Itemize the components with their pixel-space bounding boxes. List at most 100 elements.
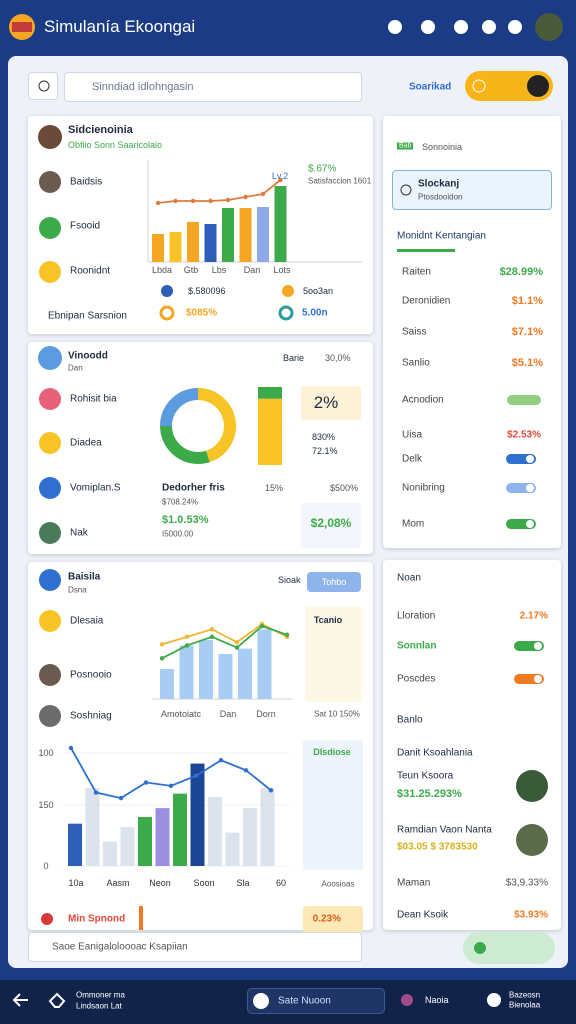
button-icon xyxy=(472,79,486,93)
nav-search-label[interactable]: Sate Nuoon xyxy=(278,995,331,1007)
menu-icon xyxy=(39,477,61,499)
menu-item[interactable]: Baidsis xyxy=(70,176,103,188)
x-tick-label: Soon xyxy=(193,878,215,888)
item-subtitle: Ptosdooidon xyxy=(418,192,463,202)
pct: 15% xyxy=(265,483,284,493)
card-subtitle: Obfiio Sonn Saaricolaio xyxy=(68,140,163,150)
side-panel xyxy=(305,607,362,702)
menu-icon xyxy=(39,432,61,454)
x-tick-label: Lots xyxy=(273,265,291,275)
avatar xyxy=(38,346,62,370)
chip-label[interactable]: Tohbo xyxy=(321,577,347,587)
chip[interactable] xyxy=(307,572,361,592)
section-underline xyxy=(397,249,455,252)
menu-icon xyxy=(39,217,61,239)
item-title[interactable]: Slockanj xyxy=(418,178,460,190)
card-title: Vinoodd xyxy=(68,350,108,362)
x-tick-label: 10a xyxy=(68,878,84,888)
x-tick-label: Amotoiatc xyxy=(160,709,202,719)
nav-icon xyxy=(487,993,501,1007)
promo-icon xyxy=(41,913,53,925)
menu-icon xyxy=(39,388,61,410)
undefined: Simulanía Ekoongai xyxy=(44,17,196,36)
line-point xyxy=(225,197,231,203)
menu-item[interactable]: Nak xyxy=(70,527,88,539)
icon xyxy=(12,22,32,32)
toggle-label: Uisa xyxy=(402,429,423,441)
row-value: $5.1% xyxy=(511,357,543,369)
filter[interactable]: Sioak xyxy=(278,575,301,585)
badge: Bab xyxy=(397,142,414,150)
bar xyxy=(179,645,194,699)
y-tick-label: 0 xyxy=(43,861,49,871)
menu-item[interactable]: Dlesaia xyxy=(70,615,104,627)
bar xyxy=(187,222,199,262)
line-point xyxy=(190,198,196,204)
avatar xyxy=(535,13,563,41)
nav-back xyxy=(12,993,28,1007)
menu-item[interactable]: Rohisit bia xyxy=(70,393,117,405)
bar xyxy=(222,208,234,262)
menu-item[interactable]: Diadea xyxy=(70,437,102,449)
filter-value: 30,0% xyxy=(325,353,351,363)
legend-icon xyxy=(282,285,294,297)
highlight-value: 2% xyxy=(313,393,339,412)
bar xyxy=(204,224,217,262)
bar xyxy=(225,832,240,866)
side-title: Tcanio xyxy=(313,615,343,625)
overview-card xyxy=(28,116,373,334)
line-point xyxy=(168,783,174,789)
ref: $500% xyxy=(330,483,359,493)
menu-item[interactable]: Roonidnt xyxy=(70,265,111,277)
line-point xyxy=(143,780,149,785)
person-value: $31.25.293% xyxy=(397,788,462,800)
search-input[interactable] xyxy=(64,72,362,102)
row-label: Raiten xyxy=(402,266,431,278)
selected-item[interactable] xyxy=(392,170,552,210)
line-point xyxy=(208,198,213,204)
nav-label[interactable]: Naoia xyxy=(425,995,449,1005)
row-label: Saiss xyxy=(402,326,427,338)
menu-item[interactable]: Posnooio xyxy=(70,669,112,681)
bar xyxy=(239,208,252,262)
row-label: Deronidien xyxy=(402,295,451,307)
x-tick-label: Aasm xyxy=(106,878,130,888)
line-point xyxy=(209,627,215,632)
header-icon xyxy=(388,20,402,34)
search-icon-box xyxy=(28,72,58,100)
line-point xyxy=(259,623,265,629)
x-tick-label: Dan xyxy=(219,709,237,719)
bar xyxy=(238,648,252,699)
nav-search[interactable] xyxy=(247,988,385,1014)
filter[interactable]: Barie xyxy=(283,353,305,363)
row-label: Dean Ksoik xyxy=(397,909,449,921)
card-title: Baisila xyxy=(68,571,101,583)
bottom-input[interactable] xyxy=(28,932,362,962)
x-tick-label: 60 xyxy=(275,878,287,888)
nav-label: Bienolaa xyxy=(509,1000,541,1010)
line-point xyxy=(155,200,161,206)
row-label: Lloration xyxy=(397,610,436,622)
line-point xyxy=(234,645,240,650)
bar xyxy=(160,669,174,699)
nav-label: Bazeosn xyxy=(509,990,541,1000)
menu-item[interactable]: Vomiplan.S xyxy=(70,482,121,494)
card-title: Sidcienoinia xyxy=(68,124,133,136)
line-point xyxy=(184,643,190,648)
line-point xyxy=(209,634,215,640)
menu-icon xyxy=(39,610,61,632)
menu-item[interactable]: Fsooid xyxy=(70,220,101,232)
line-point xyxy=(159,656,165,661)
search-button-label[interactable]: Soarikad xyxy=(409,81,452,93)
bar xyxy=(85,788,100,866)
bar xyxy=(155,808,170,866)
line-point xyxy=(118,795,124,801)
bar xyxy=(260,788,275,866)
x-tick-label: Gtb xyxy=(183,265,199,275)
menu-item[interactable]: Ebnipan Sarsnion xyxy=(48,310,127,322)
donut-segment xyxy=(160,425,210,464)
person-value: $03.05 $ 3783530 xyxy=(397,841,478,853)
menu-item[interactable]: Soshniag xyxy=(70,710,112,722)
menu-icon xyxy=(39,171,61,193)
line-point xyxy=(284,632,290,637)
